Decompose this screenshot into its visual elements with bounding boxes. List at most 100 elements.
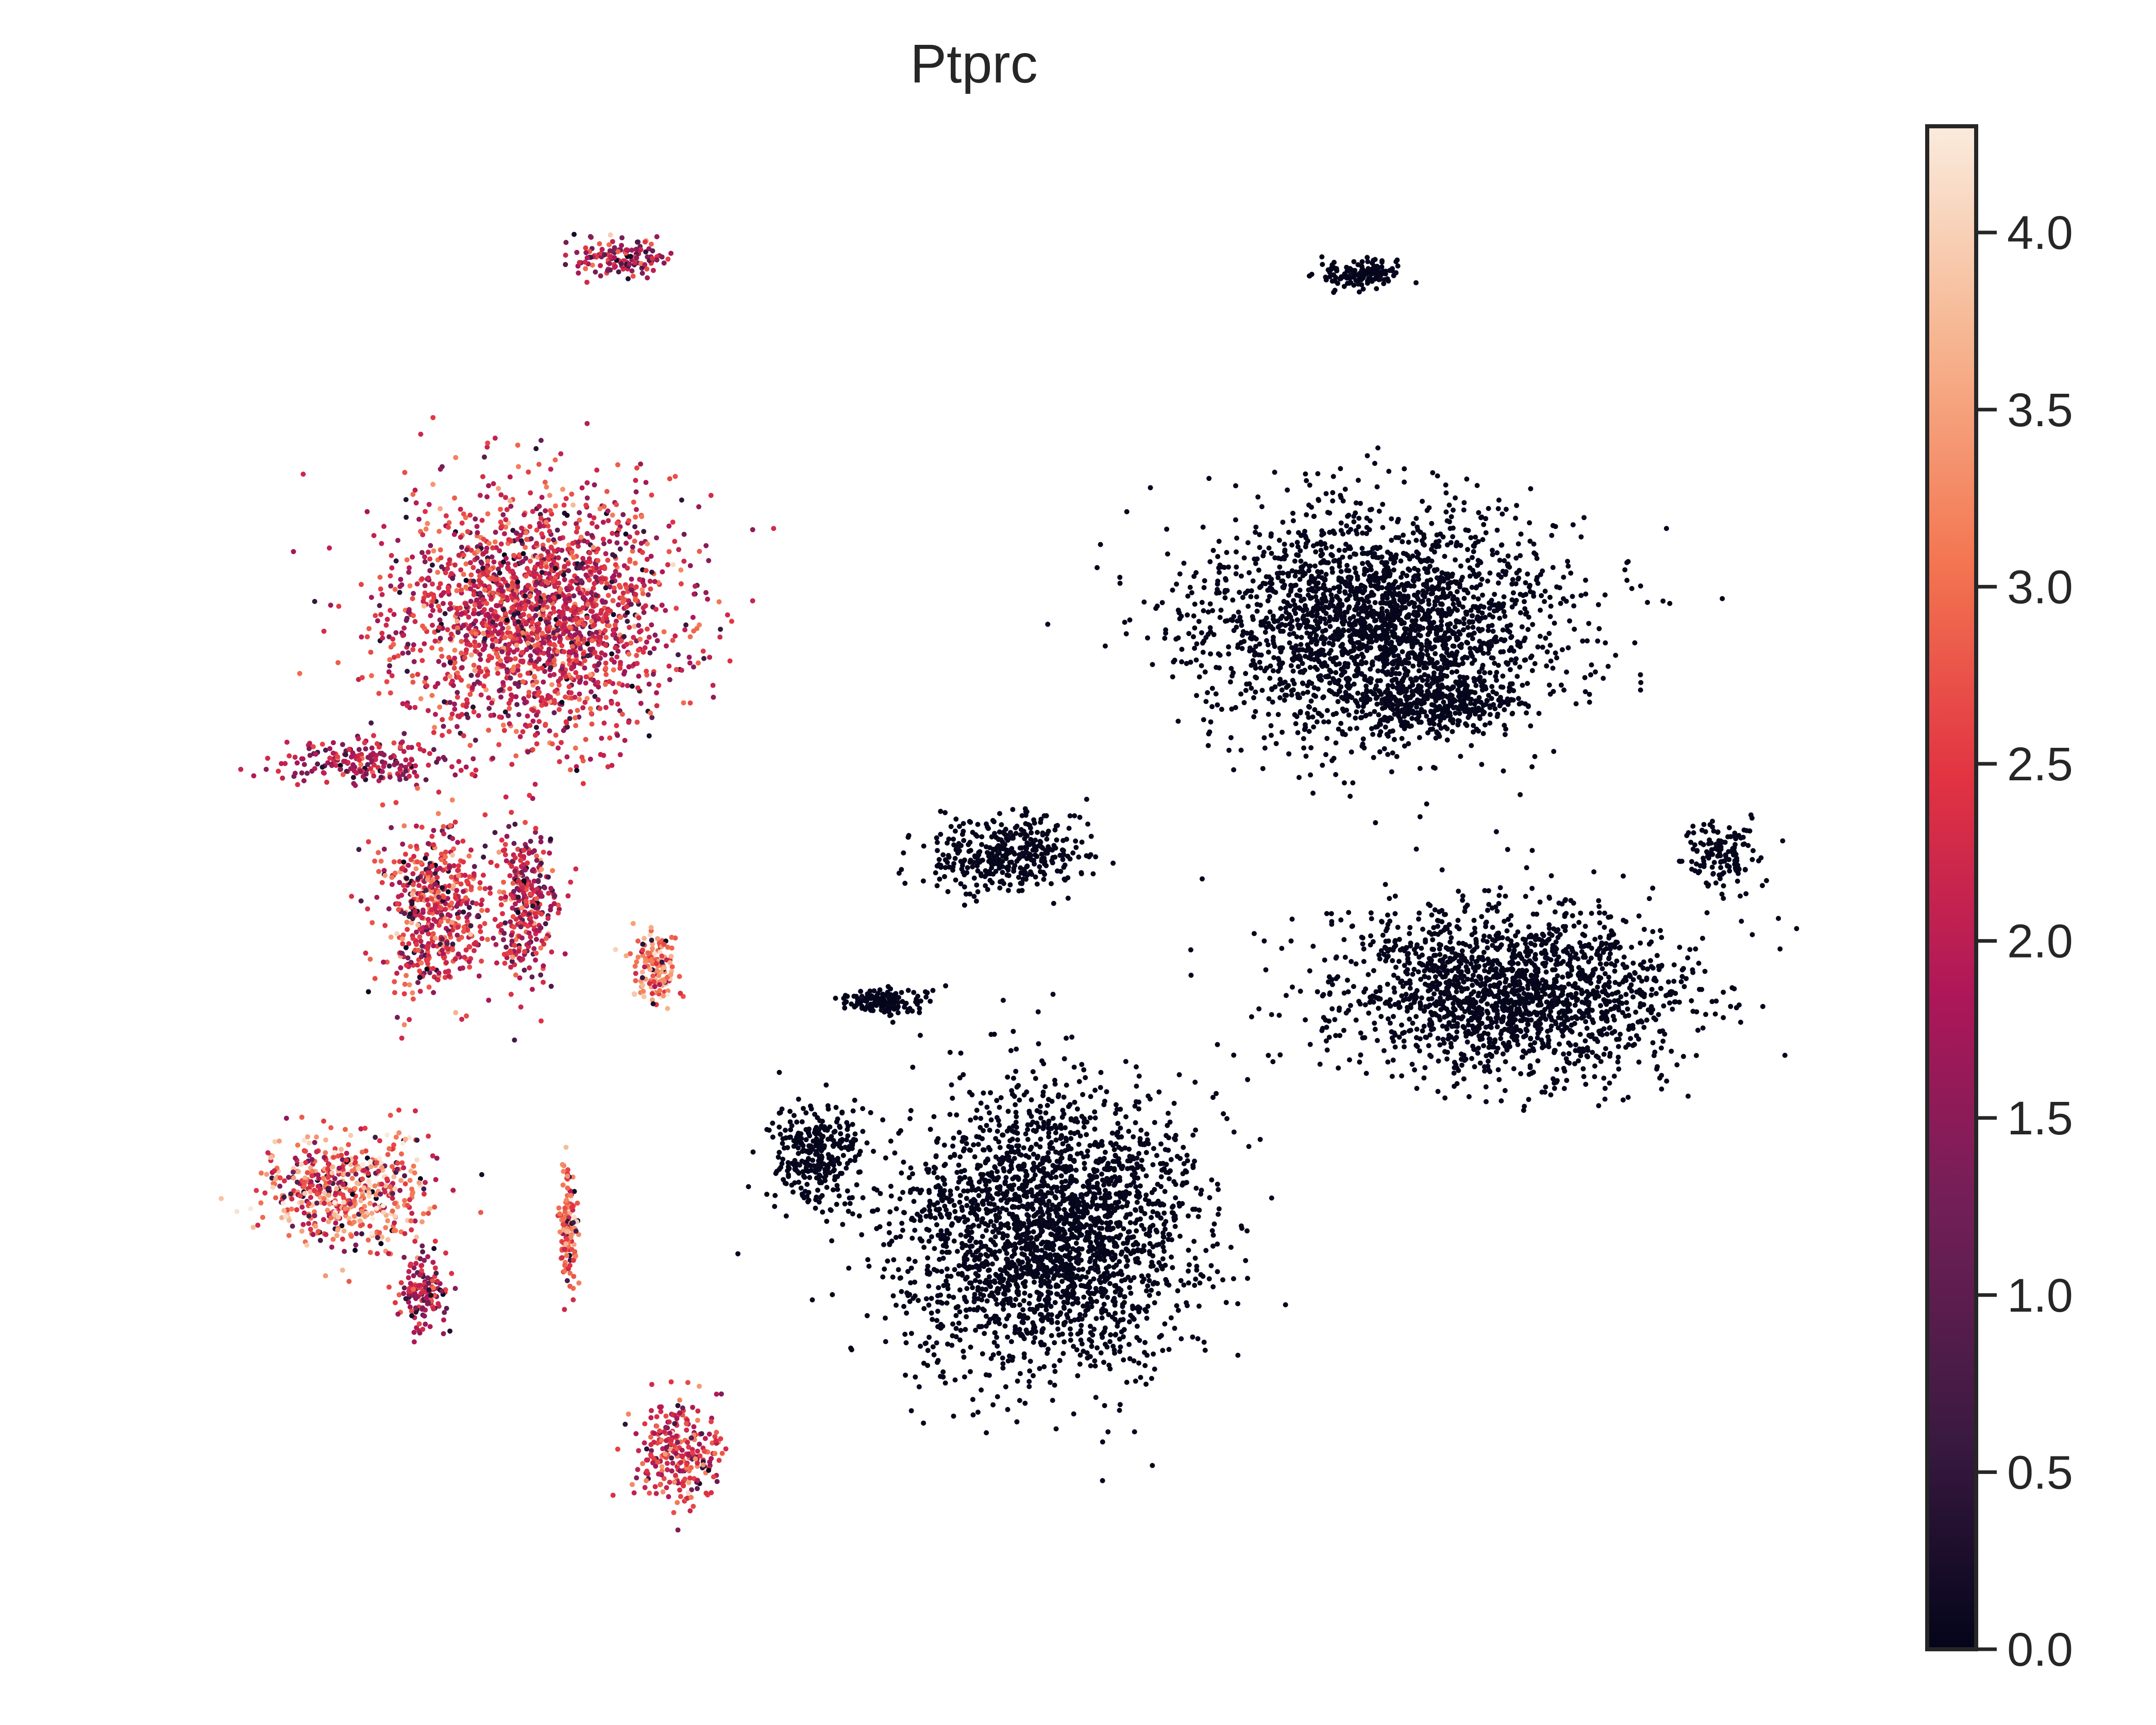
data-point bbox=[490, 590, 496, 596]
data-point bbox=[677, 1397, 682, 1403]
data-point bbox=[496, 742, 502, 747]
data-point bbox=[443, 849, 448, 855]
data-point bbox=[1498, 649, 1504, 655]
data-point bbox=[475, 548, 481, 554]
data-point bbox=[536, 657, 542, 662]
data-point bbox=[557, 707, 562, 712]
data-point bbox=[412, 1238, 418, 1244]
data-point bbox=[695, 1417, 700, 1423]
data-point bbox=[432, 902, 438, 908]
data-point bbox=[493, 942, 499, 947]
data-point bbox=[587, 757, 593, 762]
data-point bbox=[458, 507, 463, 512]
data-point bbox=[639, 969, 645, 975]
data-point bbox=[498, 492, 504, 498]
data-point bbox=[486, 626, 492, 631]
data-point bbox=[419, 1307, 425, 1312]
data-point bbox=[515, 442, 520, 448]
data-point bbox=[687, 1508, 693, 1514]
data-point bbox=[433, 881, 438, 887]
data-point bbox=[615, 462, 620, 467]
data-point bbox=[446, 561, 451, 567]
data-point bbox=[548, 466, 553, 472]
data-point bbox=[599, 735, 604, 741]
data-point bbox=[435, 1301, 441, 1307]
data-point bbox=[358, 762, 364, 767]
data-point bbox=[424, 925, 429, 930]
data-point bbox=[403, 514, 409, 520]
data-point bbox=[310, 1168, 315, 1174]
data-point bbox=[390, 1164, 395, 1169]
data-point bbox=[620, 590, 626, 596]
data-point bbox=[385, 1237, 391, 1243]
data-point bbox=[398, 577, 403, 582]
data-point bbox=[499, 838, 504, 843]
data-point bbox=[633, 1431, 639, 1436]
data-point bbox=[640, 942, 646, 947]
data-point bbox=[504, 507, 510, 512]
data-point bbox=[441, 1331, 446, 1336]
data-point bbox=[562, 615, 568, 621]
data-point bbox=[377, 1138, 382, 1144]
data-point bbox=[323, 1232, 329, 1237]
data-point bbox=[565, 606, 570, 611]
data-point bbox=[521, 967, 527, 973]
data-point bbox=[475, 568, 481, 574]
data-point bbox=[701, 656, 706, 661]
data-point bbox=[467, 743, 473, 748]
data-point bbox=[1444, 737, 1450, 743]
data-point bbox=[534, 579, 540, 585]
data-point bbox=[714, 1479, 720, 1484]
data-point bbox=[572, 1249, 578, 1254]
data-point bbox=[430, 966, 436, 972]
data-point bbox=[522, 949, 527, 954]
data-point bbox=[508, 992, 514, 997]
data-point bbox=[640, 947, 646, 953]
data-point bbox=[290, 1169, 296, 1175]
data-point bbox=[644, 1468, 650, 1474]
data-point bbox=[321, 1118, 327, 1124]
data-point bbox=[484, 908, 490, 913]
data-point bbox=[563, 694, 568, 700]
data-point bbox=[452, 707, 458, 712]
data-point bbox=[424, 683, 430, 689]
data-point bbox=[422, 641, 427, 647]
data-point bbox=[485, 511, 491, 516]
data-point bbox=[594, 593, 599, 598]
data-point bbox=[431, 548, 436, 554]
data-point bbox=[385, 1152, 391, 1158]
data-point bbox=[1228, 735, 1234, 741]
data-point bbox=[468, 547, 474, 553]
data-point bbox=[414, 843, 419, 849]
data-point bbox=[499, 617, 504, 623]
data-point bbox=[473, 631, 479, 637]
data-point bbox=[626, 1411, 631, 1417]
data-point bbox=[429, 645, 435, 651]
data-point bbox=[614, 654, 620, 660]
data-point bbox=[580, 561, 585, 566]
data-point bbox=[381, 1210, 386, 1215]
data-point bbox=[567, 716, 572, 722]
data-point bbox=[622, 669, 628, 675]
data-point bbox=[560, 624, 566, 630]
data-point bbox=[596, 684, 601, 690]
data-point bbox=[470, 756, 476, 762]
data-point bbox=[525, 671, 531, 676]
data-point bbox=[1148, 485, 1153, 491]
data-point bbox=[653, 607, 659, 612]
data-point bbox=[600, 599, 605, 605]
data-point bbox=[591, 614, 596, 619]
data-point bbox=[534, 527, 540, 533]
data-point bbox=[442, 699, 447, 705]
data-point bbox=[678, 581, 684, 587]
data-point bbox=[1208, 719, 1214, 725]
data-point bbox=[308, 1195, 313, 1200]
data-point bbox=[1380, 525, 1386, 530]
data-point bbox=[481, 683, 486, 689]
data-point bbox=[353, 1242, 359, 1248]
data-point bbox=[660, 569, 665, 575]
data-point bbox=[1454, 589, 1460, 594]
data-point bbox=[558, 587, 563, 592]
data-point bbox=[446, 520, 452, 526]
data-point bbox=[648, 710, 653, 716]
